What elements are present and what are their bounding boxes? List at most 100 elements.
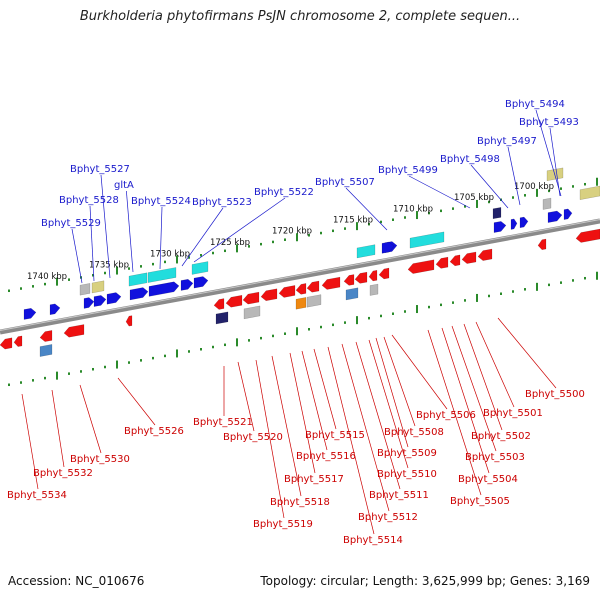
- lower-ruler-tick: [68, 372, 70, 375]
- forward-gene: [510, 218, 518, 230]
- lower-ruler-tick: [332, 323, 334, 327]
- forward-gene-label[interactable]: Bphyt_5497: [477, 136, 537, 147]
- forward-gene: [547, 210, 563, 223]
- lower-ruler-tick: [128, 361, 130, 364]
- feature-box: [542, 197, 552, 210]
- reverse-gene-label[interactable]: Bphyt_5502: [471, 431, 531, 442]
- forward-gene-label[interactable]: Bphyt_5524: [131, 196, 191, 207]
- reverse-gene-label[interactable]: Bphyt_5512: [358, 512, 418, 523]
- forward-gene-label[interactable]: Bphyt_5522: [254, 187, 314, 198]
- forward-gene-label[interactable]: gltA: [114, 180, 134, 191]
- upper-ruler-tick: [596, 177, 598, 186]
- upper-ruler-tick: [380, 220, 382, 224]
- reverse-gene-label[interactable]: Bphyt_5505: [450, 496, 510, 507]
- reverse-gene-label[interactable]: Bphyt_5515: [305, 430, 365, 441]
- reverse-gene-label[interactable]: Bphyt_5521: [193, 417, 253, 428]
- reverse-gene-label[interactable]: Bphyt_5518: [270, 497, 330, 508]
- reverse-gene: [321, 276, 341, 290]
- kbp-label: 1700 kbp: [514, 182, 554, 192]
- forward-gene-label[interactable]: Bphyt_5523: [192, 197, 252, 208]
- reverse-gene: [295, 283, 307, 295]
- forward-gene: [148, 281, 180, 297]
- lower-ruler-tick: [92, 367, 94, 371]
- lower-ruler-tick: [272, 334, 274, 338]
- upper-ruler-tick: [260, 242, 262, 246]
- upper-ruler-tick: [524, 194, 526, 197]
- lower-ruler-tick: [560, 281, 562, 284]
- lower-ruler-tick: [320, 325, 322, 329]
- kbp-label: 1730 kbp: [150, 249, 190, 259]
- reverse-label-leader: [289, 352, 316, 474]
- reverse-gene-label[interactable]: Bphyt_5500: [525, 389, 585, 400]
- lower-ruler-tick: [584, 276, 586, 280]
- reverse-gene-label[interactable]: Bphyt_5508: [384, 427, 444, 438]
- lower-ruler-tick: [512, 290, 514, 293]
- reverse-gene: [435, 256, 449, 269]
- forward-gene-label[interactable]: Bphyt_5499: [378, 165, 438, 176]
- forward-gene-label[interactable]: Bphyt_5529: [41, 218, 101, 229]
- reverse-label-leader: [327, 346, 375, 535]
- backbone-highlight: [0, 219, 600, 331]
- lower-ruler-tick: [188, 350, 190, 353]
- forward-gene-label[interactable]: Bphyt_5494: [505, 99, 565, 110]
- kbp-label: 1710 kbp: [393, 204, 433, 214]
- reverse-gene-label[interactable]: Bphyt_5506: [416, 410, 476, 421]
- reverse-gene: [0, 337, 13, 350]
- lower-ruler-tick: [344, 321, 346, 324]
- reverse-gene-label[interactable]: Bphyt_5519: [253, 519, 313, 530]
- forward-gene-label[interactable]: Bphyt_5527: [70, 164, 130, 175]
- upper-ruler-tick: [272, 240, 274, 244]
- lower-ruler-tick: [404, 310, 406, 313]
- reverse-gene-label[interactable]: Bphyt_5510: [377, 469, 437, 480]
- reverse-gene-label[interactable]: Bphyt_5532: [33, 468, 93, 479]
- reverse-gene: [354, 271, 368, 284]
- lower-ruler-tick: [380, 314, 382, 318]
- reverse-gene-label[interactable]: Bphyt_5526: [124, 426, 184, 437]
- kbp-label: 1715 kbp: [333, 215, 373, 225]
- lower-ruler-tick: [200, 348, 202, 351]
- reverse-gene-label[interactable]: Bphyt_5504: [458, 474, 518, 485]
- kbp-label: 1725 kbp: [210, 238, 250, 248]
- lower-ruler-tick: [116, 360, 118, 369]
- reverse-gene-label[interactable]: Bphyt_5534: [7, 490, 67, 501]
- reverse-gene-label[interactable]: Bphyt_5511: [369, 490, 429, 501]
- upper-ruler-tick: [476, 199, 478, 208]
- reverse-label-leader: [21, 393, 39, 490]
- reverse-label-leader: [51, 389, 65, 468]
- upper-ruler-tick: [356, 222, 358, 231]
- forward-gene-label[interactable]: Bphyt_5493: [519, 117, 579, 128]
- forward-label-leader: [549, 127, 561, 197]
- reverse-label-leader: [355, 341, 401, 490]
- forward-gene-label[interactable]: Bphyt_5528: [59, 195, 119, 206]
- upper-ruler-tick: [56, 277, 58, 286]
- reverse-gene-label[interactable]: Bphyt_5520: [223, 432, 283, 443]
- forward-gene-label[interactable]: Bphyt_5498: [440, 154, 500, 165]
- reverse-gene-label[interactable]: Bphyt_5517: [284, 474, 344, 485]
- upper-ruler-tick: [428, 211, 430, 215]
- lower-ruler-tick: [296, 327, 298, 336]
- reverse-gene-label[interactable]: Bphyt_5509: [377, 448, 437, 459]
- reverse-gene-label[interactable]: Bphyt_5501: [483, 408, 543, 419]
- upper-ruler-tick: [32, 285, 34, 288]
- upper-ruler-tick: [92, 273, 94, 277]
- reverse-gene-label[interactable]: Bphyt_5514: [343, 535, 403, 546]
- upper-ruler-tick: [488, 200, 490, 204]
- reverse-label-leader: [475, 321, 515, 408]
- reverse-label-leader: [271, 355, 302, 497]
- forward-gene-label[interactable]: Bphyt_5507: [315, 177, 375, 188]
- reverse-gene-label[interactable]: Bphyt_5530: [70, 454, 130, 465]
- forward-label-leader: [408, 175, 471, 209]
- forward-label-leader: [89, 205, 95, 282]
- feature-box: [345, 287, 359, 301]
- lower-ruler-tick: [536, 282, 538, 291]
- upper-ruler-tick: [416, 211, 418, 220]
- upper-ruler-tick: [188, 256, 190, 259]
- reverse-gene-label[interactable]: Bphyt_5503: [465, 452, 525, 463]
- upper-ruler-tick: [368, 222, 370, 226]
- feature-box: [215, 311, 229, 325]
- forward-label-leader: [193, 197, 286, 263]
- lower-ruler-tick: [476, 293, 478, 302]
- lower-ruler-tick: [428, 305, 430, 309]
- reverse-label-leader: [313, 348, 337, 430]
- reverse-gene-label[interactable]: Bphyt_5516: [296, 451, 356, 462]
